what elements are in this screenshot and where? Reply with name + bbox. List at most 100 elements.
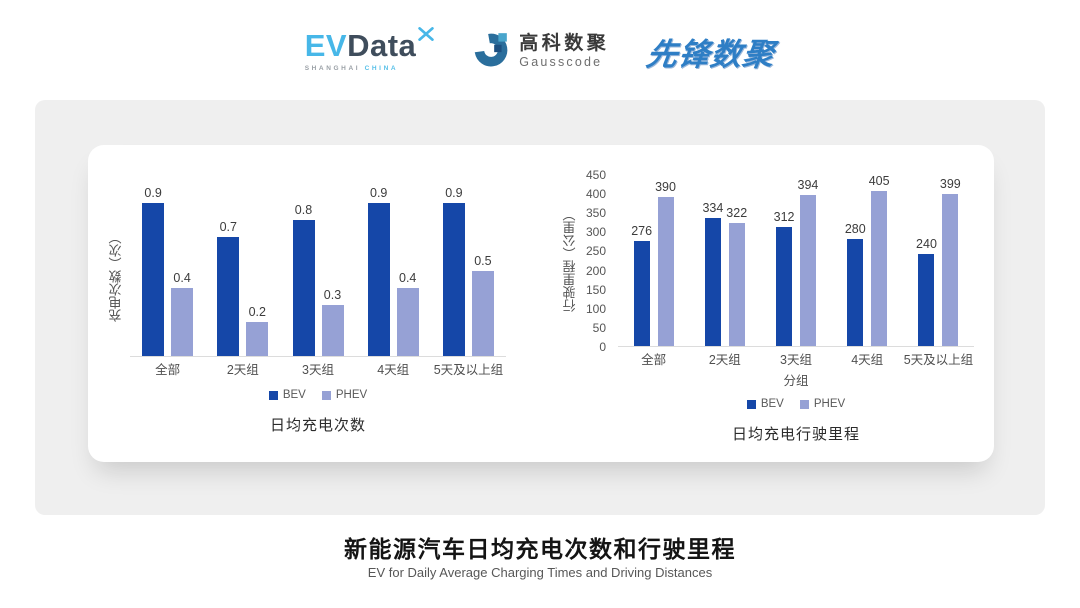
chart-daily-charging-times: 充电次数（次） 0.9 0.4 0.7 0.2 0.8 0.3 0.9 0.4 0.9 0.5 全… xyxy=(104,161,508,435)
bar-phev-3天组 xyxy=(799,195,816,346)
bar-group-全部: 0.9 0.4 xyxy=(130,186,205,356)
bar-pair: 276 390 xyxy=(631,180,676,346)
y-axis-title: 行驶里程（公里） xyxy=(562,208,578,312)
bar-wrap: 0.5 xyxy=(471,254,494,356)
bar-phev-全部 xyxy=(657,196,674,346)
footer-title: 新能源汽车日均充电次数和行驶里程 xyxy=(344,536,736,562)
legend-label: PHEV xyxy=(813,398,846,410)
bar-wrap: 0.9 xyxy=(367,186,390,356)
bar-wrap: 312 xyxy=(774,210,795,346)
y-tick-100: 100 xyxy=(585,301,606,316)
value-label: 0.3 xyxy=(323,288,342,302)
bar-wrap: 0.4 xyxy=(171,271,194,356)
evdata-data-text: Data xyxy=(347,28,417,63)
y-tick-350: 350 xyxy=(585,206,606,221)
gausscode-wordmark: 高科数聚 Gausscode xyxy=(519,33,609,69)
bar-bev-3天组 xyxy=(292,220,315,356)
y-tick-0: 0 xyxy=(599,340,606,354)
chart-daily-driving-distance: 行驶里程（公里） 450 400 350 300 250 200 150 100 50 0 276… xyxy=(558,149,978,444)
bar-pair: 0.8 0.3 xyxy=(292,203,344,356)
gausscode-english-text: Gausscode xyxy=(519,54,603,69)
category-axis: 全部 2天组 3天组 4天组 5天及以上组 xyxy=(618,347,974,370)
bar-wrap: 0.3 xyxy=(321,288,344,356)
bar-bev-5天及以上组 xyxy=(442,203,465,356)
logo-gausscode: 高科数聚 Gausscode xyxy=(472,30,609,73)
bar-wrap: 394 xyxy=(798,178,818,346)
footer-subtitle: EV for Daily Average Charging Times and … xyxy=(367,565,713,580)
bar-wrap: 405 xyxy=(869,174,890,346)
bar-bev-全部 xyxy=(142,203,165,356)
bar-phev-4天组 xyxy=(871,191,888,346)
bar-bev-4天组 xyxy=(367,203,390,356)
bar-wrap: 276 xyxy=(631,223,653,346)
bar-phev-3天组 xyxy=(321,305,344,356)
header-logos: EV Data SHANGHAI CHINA 高科数聚 Gausscode 先锋数… xyxy=(0,20,1080,82)
bar-wrap: 0.2 xyxy=(246,305,269,356)
bar-group-4天组: 280 405 xyxy=(832,174,903,346)
plot-area: 0.9 0.4 0.7 0.2 0.8 0.3 0.9 0.4 0.9 0.5 xyxy=(130,161,506,357)
legend: BEV PHEV xyxy=(130,387,506,403)
bar-wrap: 322 xyxy=(726,206,747,346)
legend-label: BEV xyxy=(282,389,306,401)
evdata-subtitle: SHANGHAI CHINA xyxy=(305,65,398,72)
value-label: 0.2 xyxy=(248,305,266,319)
y-axis-title: 充电次数（次） xyxy=(108,231,124,323)
bar-wrap: 0.8 xyxy=(292,203,315,356)
legend-swatch xyxy=(268,390,278,400)
bar-bev-5天及以上组 xyxy=(918,254,935,346)
category-label: 4天组 xyxy=(377,363,410,377)
bar-wrap: 0.4 xyxy=(396,271,419,356)
legend-item-bev: BEV xyxy=(268,387,306,403)
bar-wrap: 280 xyxy=(845,222,866,346)
bar-phev-4天组 xyxy=(396,288,419,356)
legend-item-phev: PHEV xyxy=(799,396,846,412)
value-label: 276 xyxy=(631,223,653,238)
y-tick-250: 250 xyxy=(585,244,606,259)
logo-evdata: EV Data SHANGHAI CHINA xyxy=(304,27,435,72)
bar-bev-全部 xyxy=(633,240,650,346)
bars: 276 390 334 322 312 394 280 405 240 399 xyxy=(618,174,974,346)
bar-pair: 334 322 xyxy=(702,201,747,346)
value-label: 0.5 xyxy=(474,254,492,268)
bar-wrap: 390 xyxy=(655,180,676,346)
chart-caption: 日均充电行驶里程 xyxy=(731,426,860,443)
evdata-shanghai-text: SHANGHAI xyxy=(304,65,361,72)
bar-group-4天组: 0.9 0.4 xyxy=(356,186,431,356)
plot-column: 0.9 0.4 0.7 0.2 0.8 0.3 0.9 0.4 0.9 0.5 全部 2天组 3天组 4… xyxy=(130,161,506,435)
category-label: 全部 xyxy=(641,353,667,367)
bars: 0.9 0.4 0.7 0.2 0.8 0.3 0.9 0.4 0.9 0.5 xyxy=(130,186,506,356)
bar-pair: 312 394 xyxy=(774,178,818,346)
value-label: 0.4 xyxy=(399,271,417,285)
category-label: 2天组 xyxy=(708,353,741,367)
legend-item-bev: BEV xyxy=(746,396,784,412)
category-label: 5天及以上组 xyxy=(433,363,504,377)
y-tick-450: 450 xyxy=(585,168,606,182)
bar-pair: 0.7 0.2 xyxy=(217,220,269,356)
x-axis-title: 分组 xyxy=(783,374,809,388)
spark-x-icon xyxy=(418,26,435,46)
legend-swatch xyxy=(321,390,331,400)
legend-swatch xyxy=(799,399,809,409)
y-tick-150: 150 xyxy=(585,282,606,297)
charts-card: 充电次数（次） 0.9 0.4 0.7 0.2 0.8 0.3 0.9 0.4 0.9 0.5 全… xyxy=(88,145,994,462)
y-tick-300: 300 xyxy=(585,225,606,240)
bar-wrap: 0.9 xyxy=(142,186,165,356)
value-label: 0.9 xyxy=(370,186,388,200)
chart-caption: 日均充电次数 xyxy=(269,417,366,434)
value-label: 0.7 xyxy=(219,220,237,234)
bar-group-全部: 276 390 xyxy=(618,180,689,346)
gausscode-chinese-text: 高科数聚 xyxy=(519,32,610,54)
gausscode-g-icon xyxy=(472,30,510,73)
bar-pair: 240 399 xyxy=(916,177,961,346)
legend-label: BEV xyxy=(760,398,784,410)
bar-wrap: 240 xyxy=(916,237,937,346)
bar-pair: 0.9 0.4 xyxy=(142,186,194,356)
bar-phev-2天组 xyxy=(246,322,269,356)
bar-wrap: 0.7 xyxy=(217,220,240,356)
y-tick-50: 50 xyxy=(592,320,606,335)
value-label: 390 xyxy=(655,179,676,194)
bar-group-2天组: 334 322 xyxy=(689,201,760,346)
evdata-ev-text: EV xyxy=(304,28,348,63)
bar-wrap: 334 xyxy=(702,201,723,346)
bar-phev-5天及以上组 xyxy=(942,193,959,346)
